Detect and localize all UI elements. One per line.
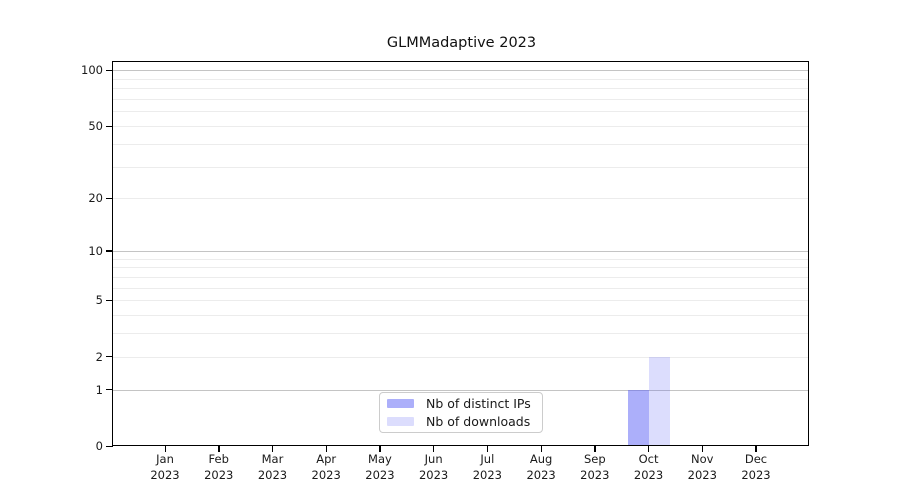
y-tick-mark-2 [106, 356, 113, 358]
x-tick-label-year: 2023 [741, 467, 771, 482]
y-tick-label-5: 5 [95, 293, 103, 308]
gridline-minor [113, 78, 809, 80]
x-tick-label-year: 2023 [365, 467, 395, 482]
x-tick-mark-mar-2023 [271, 446, 274, 452]
x-tick-label-year: 2023 [633, 467, 664, 482]
x-tick-label-year: 2023 [580, 467, 610, 482]
y-tick-label-10: 10 [88, 243, 103, 258]
x-tick-label-month: Dec [744, 452, 768, 466]
legend-item-distinct-ips: Nb of distinct IPs [387, 396, 534, 412]
x-tick-mark-nov-2023 [701, 446, 704, 452]
y-tick-label-20: 20 [88, 191, 103, 206]
x-tick-label-year: 2023 [472, 467, 502, 482]
x-tick-mark-may-2023 [379, 446, 381, 452]
gridline-minor [113, 287, 809, 289]
x-tick-mark-jun-2023 [433, 446, 435, 452]
gridline-minor [113, 99, 809, 101]
x-tick-label-month: Mar [261, 452, 284, 466]
y-tick-mark-100 [106, 69, 113, 72]
x-tick-label-nov-2023: Nov 2023 [670, 452, 734, 483]
x-tick-label-sep-2023: Sep 2023 [563, 452, 627, 483]
x-tick-mark-feb-2023 [218, 446, 220, 452]
gridline-100 [113, 70, 809, 72]
x-tick-mark-jul-2023 [486, 446, 489, 452]
gridline-minor [113, 166, 809, 168]
x-tick-label-mar-2023: Mar 2023 [240, 452, 304, 483]
x-tick-label-month: Sep [583, 452, 606, 466]
gridline-5 [113, 300, 809, 302]
y-tick-mark-50 [106, 125, 113, 127]
gridline-minor [113, 267, 809, 269]
gridline-10 [113, 250, 809, 252]
x-tick-mark-sep-2023 [594, 446, 596, 452]
x-tick-label-month: Feb [208, 452, 229, 466]
x-tick-label-month: Jul [480, 452, 495, 466]
x-tick-label-month: Apr [316, 452, 337, 466]
gridline-50 [113, 126, 809, 128]
x-tick-label-month: Jan [156, 452, 174, 466]
gridline-minor [113, 315, 809, 317]
x-tick-label-month: Oct [638, 452, 659, 466]
y-tick-mark-0 [106, 445, 113, 447]
x-tick-mark-oct-2023 [648, 446, 650, 452]
x-tick-label-year: 2023 [257, 467, 288, 482]
x-tick-label-month: Nov [691, 452, 714, 466]
bar-distinct-ips-oct-2023 [627, 389, 649, 446]
x-tick-label-year: 2023 [150, 467, 180, 482]
gridline-minor [113, 276, 809, 278]
gridline-minor [113, 258, 809, 260]
x-tick-label-apr-2023: Apr 2023 [294, 452, 358, 483]
x-tick-mark-apr-2023 [325, 446, 327, 452]
legend-swatch-distinct-ips-icon [387, 399, 414, 409]
gridline-minor [113, 333, 809, 335]
legend: Nb of distinct IPs Nb of downloads [379, 392, 543, 433]
x-tick-label-jul-2023: Jul 2023 [455, 452, 519, 483]
x-tick-label-month: Aug [529, 452, 553, 466]
y-tick-label-0: 0 [95, 439, 103, 453]
x-tick-label-may-2023: May 2023 [348, 452, 412, 483]
x-tick-label-year: 2023 [418, 467, 449, 482]
y-tick-mark-10 [106, 250, 113, 252]
x-tick-label-year: 2023 [526, 467, 556, 482]
gridline-2 [113, 356, 809, 358]
x-tick-label-jan-2023: Jan 2023 [133, 452, 197, 483]
x-tick-label-jun-2023: Jun 2023 [402, 452, 466, 483]
plot-area [113, 62, 809, 446]
x-tick-label-year: 2023 [687, 467, 717, 482]
x-tick-label-month: May [368, 452, 392, 466]
x-tick-label-feb-2023: Feb 2023 [187, 452, 251, 483]
gridline-1 [113, 389, 809, 391]
y-tick-label-100: 100 [81, 63, 103, 78]
y-tick-label-2: 2 [95, 349, 103, 364]
y-tick-mark-1 [106, 389, 113, 391]
x-tick-label-aug-2023: Aug 2023 [509, 452, 573, 483]
x-tick-label-dec-2023: Dec 2023 [724, 452, 788, 483]
gridline-20 [113, 198, 809, 200]
x-tick-mark-dec-2023 [755, 446, 757, 452]
legend-item-downloads: Nb of downloads [387, 414, 534, 430]
legend-swatch-downloads-icon [387, 416, 414, 426]
y-tick-label-50: 50 [88, 119, 103, 134]
x-tick-label-oct-2023: Oct 2023 [617, 452, 681, 483]
x-tick-mark-aug-2023 [540, 446, 542, 452]
y-tick-mark-20 [106, 197, 113, 200]
x-tick-label-year: 2023 [204, 467, 234, 482]
x-tick-label-month: Jun [424, 452, 443, 466]
legend-label-distinct-ips: Nb of distinct IPs [426, 396, 531, 412]
bar-downloads-oct-2023 [648, 356, 670, 446]
gridline-minor [113, 143, 809, 145]
gridline-minor [113, 88, 809, 90]
y-tick-mark-5 [106, 299, 113, 301]
x-tick-label-year: 2023 [311, 467, 341, 482]
gridline-minor [113, 111, 809, 113]
chart-title: GLMMadaptive 2023 [386, 35, 537, 51]
legend-label-downloads: Nb of downloads [426, 413, 531, 429]
x-tick-mark-jan-2023 [164, 446, 166, 452]
y-tick-label-1: 1 [95, 382, 103, 397]
